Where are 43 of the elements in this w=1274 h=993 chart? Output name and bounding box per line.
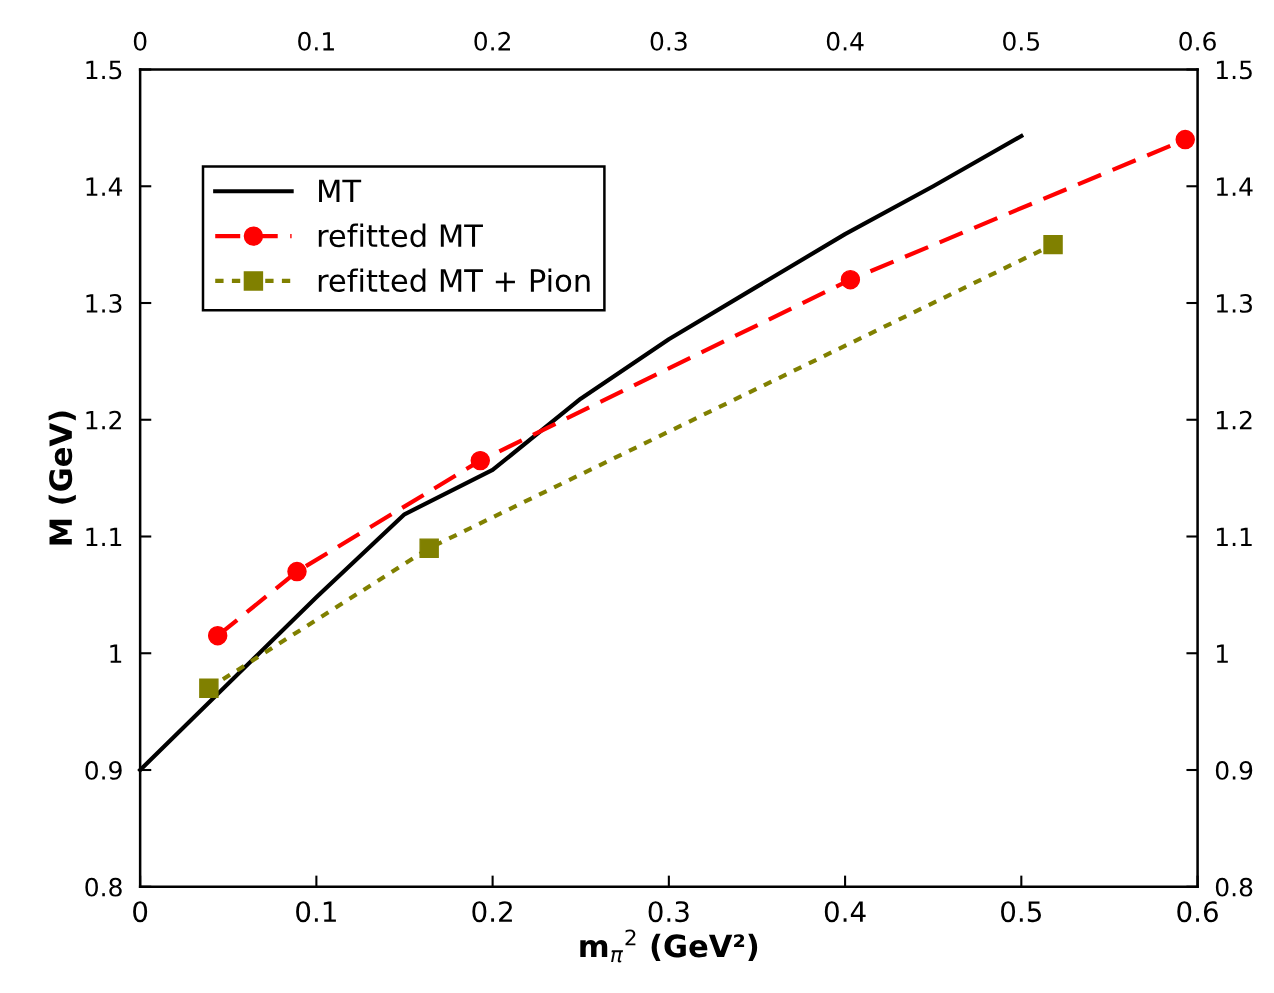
x2-tick-label: 0.1 xyxy=(296,901,336,923)
y2-tick-label: 0.9 xyxy=(1215,760,1253,780)
point xyxy=(470,450,490,471)
x2-tick-label: 0.4 xyxy=(824,901,866,923)
x-tick-label: 0.1 xyxy=(298,31,334,51)
point xyxy=(1175,129,1195,150)
y-axis-title: M (GeV) xyxy=(48,411,76,545)
x-tick-label: 0.2 xyxy=(474,31,510,51)
point xyxy=(287,561,307,582)
x2-tick-label: 0.5 xyxy=(1001,901,1041,923)
y-tick-label: 0.8 xyxy=(85,877,122,897)
y2-tick-label: 1.1 xyxy=(1216,527,1252,546)
legend-label: refitted MT xyxy=(318,223,483,248)
x2-tick-label: 0.2 xyxy=(472,901,512,923)
legend-label: MT xyxy=(319,179,362,202)
x-tick-label: 0 xyxy=(133,31,147,51)
point xyxy=(419,538,439,558)
x-tick-label: 0.6 xyxy=(1179,31,1216,51)
y-tick-label: 1.4 xyxy=(86,177,123,196)
x2-tick-label: 0.6 xyxy=(1177,901,1218,923)
y-tick-label: 0.9 xyxy=(85,760,122,780)
y2-tick-label: 1.5 xyxy=(1216,60,1252,80)
x-tick-label: 0.4 xyxy=(826,31,864,51)
y2-tick-label: 1.4 xyxy=(1216,177,1253,196)
x2-tick-label: 0.3 xyxy=(648,901,689,923)
y-tick-label: 1.1 xyxy=(86,527,122,546)
y2-tick-label: 1.2 xyxy=(1216,410,1252,430)
point xyxy=(1043,234,1063,255)
legend-label: refitted MT + Pion xyxy=(318,268,590,293)
y-tick-label: 1.2 xyxy=(86,410,121,430)
y-tick-label: 1 xyxy=(110,644,122,663)
point xyxy=(840,269,861,290)
y2-tick-label: 0.8 xyxy=(1215,877,1253,897)
x-tick-label: 0.5 xyxy=(1003,31,1040,51)
x-axis-title: m$_{π}$$^{2}$ (GeV²) xyxy=(580,929,758,963)
y2-tick-label: 1 xyxy=(1216,644,1228,663)
point xyxy=(207,626,228,646)
y2-tick-label: 1.3 xyxy=(1216,293,1252,313)
y-tick-label: 1.3 xyxy=(86,293,122,313)
x2-tick-label: 0 xyxy=(133,901,148,923)
x-tick-label: 0.3 xyxy=(650,31,687,51)
y-tick-label: 1.5 xyxy=(86,60,122,80)
point xyxy=(199,678,219,698)
